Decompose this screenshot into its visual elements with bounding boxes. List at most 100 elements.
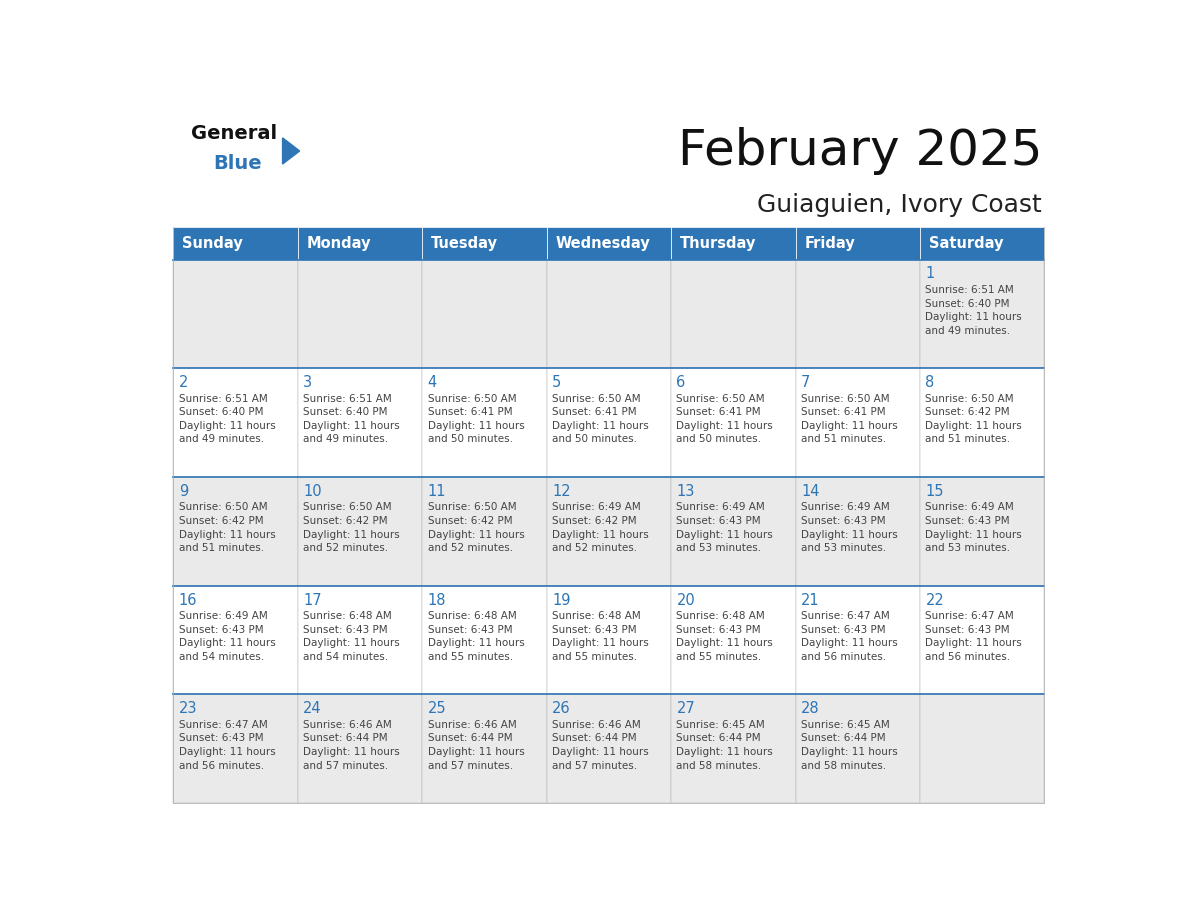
- Text: 24: 24: [303, 701, 322, 716]
- Text: Sunrise: 6:46 AM
Sunset: 6:44 PM
Daylight: 11 hours
and 57 minutes.: Sunrise: 6:46 AM Sunset: 6:44 PM Dayligh…: [428, 720, 524, 770]
- Text: Sunrise: 6:49 AM
Sunset: 6:43 PM
Daylight: 11 hours
and 54 minutes.: Sunrise: 6:49 AM Sunset: 6:43 PM Dayligh…: [178, 611, 276, 662]
- Bar: [422, 227, 546, 260]
- Text: Sunrise: 6:50 AM
Sunset: 6:41 PM
Daylight: 11 hours
and 50 minutes.: Sunrise: 6:50 AM Sunset: 6:41 PM Dayligh…: [552, 394, 649, 444]
- Bar: [422, 586, 546, 694]
- Text: 3: 3: [303, 375, 312, 390]
- Text: 23: 23: [178, 701, 197, 716]
- Text: General: General: [191, 125, 277, 143]
- Bar: [796, 368, 920, 477]
- Text: 4: 4: [428, 375, 437, 390]
- Bar: [546, 477, 671, 586]
- Bar: [173, 586, 298, 694]
- Bar: [920, 368, 1044, 477]
- Text: 26: 26: [552, 701, 570, 716]
- Text: Sunrise: 6:48 AM
Sunset: 6:43 PM
Daylight: 11 hours
and 55 minutes.: Sunrise: 6:48 AM Sunset: 6:43 PM Dayligh…: [552, 611, 649, 662]
- Text: Sunday: Sunday: [182, 236, 242, 251]
- Bar: [920, 586, 1044, 694]
- Text: 21: 21: [801, 593, 820, 608]
- Text: 10: 10: [303, 484, 322, 498]
- Bar: [173, 694, 298, 803]
- Text: Sunrise: 6:50 AM
Sunset: 6:41 PM
Daylight: 11 hours
and 51 minutes.: Sunrise: 6:50 AM Sunset: 6:41 PM Dayligh…: [801, 394, 898, 444]
- Bar: [671, 586, 796, 694]
- Text: Sunrise: 6:47 AM
Sunset: 6:43 PM
Daylight: 11 hours
and 56 minutes.: Sunrise: 6:47 AM Sunset: 6:43 PM Dayligh…: [925, 611, 1022, 662]
- Bar: [422, 694, 546, 803]
- Bar: [173, 227, 298, 260]
- Text: Sunrise: 6:50 AM
Sunset: 6:41 PM
Daylight: 11 hours
and 50 minutes.: Sunrise: 6:50 AM Sunset: 6:41 PM Dayligh…: [428, 394, 524, 444]
- Bar: [298, 586, 422, 694]
- Text: 6: 6: [676, 375, 685, 390]
- Bar: [920, 694, 1044, 803]
- Text: Sunrise: 6:51 AM
Sunset: 6:40 PM
Daylight: 11 hours
and 49 minutes.: Sunrise: 6:51 AM Sunset: 6:40 PM Dayligh…: [178, 394, 276, 444]
- Text: Sunrise: 6:49 AM
Sunset: 6:43 PM
Daylight: 11 hours
and 53 minutes.: Sunrise: 6:49 AM Sunset: 6:43 PM Dayligh…: [925, 502, 1022, 554]
- Text: Sunrise: 6:49 AM
Sunset: 6:43 PM
Daylight: 11 hours
and 53 minutes.: Sunrise: 6:49 AM Sunset: 6:43 PM Dayligh…: [676, 502, 773, 554]
- Text: Sunrise: 6:48 AM
Sunset: 6:43 PM
Daylight: 11 hours
and 55 minutes.: Sunrise: 6:48 AM Sunset: 6:43 PM Dayligh…: [676, 611, 773, 662]
- Bar: [796, 694, 920, 803]
- Text: Wednesday: Wednesday: [555, 236, 650, 251]
- Text: Thursday: Thursday: [680, 236, 756, 251]
- Text: Sunrise: 6:50 AM
Sunset: 6:42 PM
Daylight: 11 hours
and 52 minutes.: Sunrise: 6:50 AM Sunset: 6:42 PM Dayligh…: [428, 502, 524, 554]
- Text: 14: 14: [801, 484, 820, 498]
- Bar: [546, 694, 671, 803]
- Bar: [546, 368, 671, 477]
- Bar: [671, 260, 796, 368]
- Polygon shape: [283, 138, 299, 164]
- Text: Sunrise: 6:49 AM
Sunset: 6:42 PM
Daylight: 11 hours
and 52 minutes.: Sunrise: 6:49 AM Sunset: 6:42 PM Dayligh…: [552, 502, 649, 554]
- Text: 11: 11: [428, 484, 447, 498]
- Bar: [546, 586, 671, 694]
- Text: Sunrise: 6:50 AM
Sunset: 6:42 PM
Daylight: 11 hours
and 51 minutes.: Sunrise: 6:50 AM Sunset: 6:42 PM Dayligh…: [178, 502, 276, 554]
- Text: 22: 22: [925, 593, 944, 608]
- Bar: [796, 260, 920, 368]
- Bar: [920, 260, 1044, 368]
- Text: February 2025: February 2025: [677, 127, 1042, 175]
- Text: 8: 8: [925, 375, 935, 390]
- Text: 27: 27: [676, 701, 695, 716]
- Bar: [173, 368, 298, 477]
- Text: Sunrise: 6:50 AM
Sunset: 6:42 PM
Daylight: 11 hours
and 51 minutes.: Sunrise: 6:50 AM Sunset: 6:42 PM Dayligh…: [925, 394, 1022, 444]
- Text: Sunrise: 6:49 AM
Sunset: 6:43 PM
Daylight: 11 hours
and 53 minutes.: Sunrise: 6:49 AM Sunset: 6:43 PM Dayligh…: [801, 502, 898, 554]
- Text: 25: 25: [428, 701, 447, 716]
- Text: 13: 13: [676, 484, 695, 498]
- Text: 17: 17: [303, 593, 322, 608]
- Text: Sunrise: 6:45 AM
Sunset: 6:44 PM
Daylight: 11 hours
and 58 minutes.: Sunrise: 6:45 AM Sunset: 6:44 PM Dayligh…: [801, 720, 898, 770]
- Text: 2: 2: [178, 375, 188, 390]
- Text: 28: 28: [801, 701, 820, 716]
- Text: 7: 7: [801, 375, 810, 390]
- Bar: [298, 368, 422, 477]
- Bar: [298, 694, 422, 803]
- Bar: [546, 260, 671, 368]
- Bar: [671, 227, 796, 260]
- Text: 12: 12: [552, 484, 570, 498]
- Text: Sunrise: 6:48 AM
Sunset: 6:43 PM
Daylight: 11 hours
and 55 minutes.: Sunrise: 6:48 AM Sunset: 6:43 PM Dayligh…: [428, 611, 524, 662]
- Text: Blue: Blue: [213, 153, 261, 173]
- Bar: [298, 227, 422, 260]
- Text: 9: 9: [178, 484, 188, 498]
- Bar: [671, 694, 796, 803]
- Bar: [796, 586, 920, 694]
- Text: Guiaguien, Ivory Coast: Guiaguien, Ivory Coast: [757, 194, 1042, 218]
- Text: Sunrise: 6:50 AM
Sunset: 6:42 PM
Daylight: 11 hours
and 52 minutes.: Sunrise: 6:50 AM Sunset: 6:42 PM Dayligh…: [303, 502, 400, 554]
- Text: Tuesday: Tuesday: [431, 236, 498, 251]
- Text: Sunrise: 6:48 AM
Sunset: 6:43 PM
Daylight: 11 hours
and 54 minutes.: Sunrise: 6:48 AM Sunset: 6:43 PM Dayligh…: [303, 611, 400, 662]
- Text: 18: 18: [428, 593, 447, 608]
- Text: 5: 5: [552, 375, 561, 390]
- Text: Sunrise: 6:50 AM
Sunset: 6:41 PM
Daylight: 11 hours
and 50 minutes.: Sunrise: 6:50 AM Sunset: 6:41 PM Dayligh…: [676, 394, 773, 444]
- Bar: [796, 477, 920, 586]
- Text: 19: 19: [552, 593, 570, 608]
- Bar: [920, 477, 1044, 586]
- Text: Sunrise: 6:45 AM
Sunset: 6:44 PM
Daylight: 11 hours
and 58 minutes.: Sunrise: 6:45 AM Sunset: 6:44 PM Dayligh…: [676, 720, 773, 770]
- Text: Sunrise: 6:51 AM
Sunset: 6:40 PM
Daylight: 11 hours
and 49 minutes.: Sunrise: 6:51 AM Sunset: 6:40 PM Dayligh…: [925, 285, 1022, 336]
- Text: 15: 15: [925, 484, 944, 498]
- Bar: [422, 477, 546, 586]
- Text: 16: 16: [178, 593, 197, 608]
- Bar: [422, 260, 546, 368]
- Text: Sunrise: 6:47 AM
Sunset: 6:43 PM
Daylight: 11 hours
and 56 minutes.: Sunrise: 6:47 AM Sunset: 6:43 PM Dayligh…: [801, 611, 898, 662]
- Bar: [422, 368, 546, 477]
- Text: Monday: Monday: [307, 236, 371, 251]
- Bar: [298, 477, 422, 586]
- Text: Saturday: Saturday: [929, 236, 1003, 251]
- Bar: [173, 260, 298, 368]
- Text: Sunrise: 6:46 AM
Sunset: 6:44 PM
Daylight: 11 hours
and 57 minutes.: Sunrise: 6:46 AM Sunset: 6:44 PM Dayligh…: [552, 720, 649, 770]
- Bar: [671, 368, 796, 477]
- Bar: [796, 227, 920, 260]
- Text: Sunrise: 6:47 AM
Sunset: 6:43 PM
Daylight: 11 hours
and 56 minutes.: Sunrise: 6:47 AM Sunset: 6:43 PM Dayligh…: [178, 720, 276, 770]
